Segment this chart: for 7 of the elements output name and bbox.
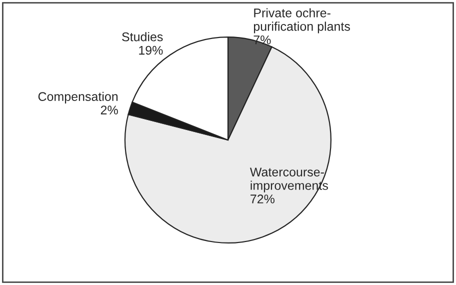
- slice-label: Studies: [122, 32, 163, 42]
- data-label: 2%: [100, 106, 118, 114]
- data-label: 7%: [254, 36, 271, 44]
- data-label: 72%: [250, 194, 274, 204]
- slice-label: Compensation: [38, 92, 118, 104]
- slice-label: Private ochre- purification plants: [254, 8, 350, 34]
- data-label: 19%: [139, 46, 163, 55]
